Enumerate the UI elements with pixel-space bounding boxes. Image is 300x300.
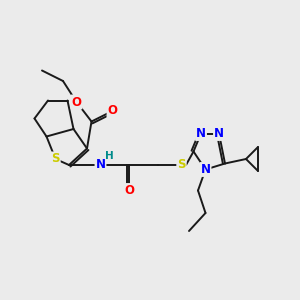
Text: N: N [214, 127, 224, 140]
Text: N: N [95, 158, 106, 172]
Text: S: S [177, 158, 186, 172]
Text: N: N [196, 127, 206, 140]
Text: O: O [124, 184, 134, 197]
Text: S: S [51, 152, 60, 166]
Text: H: H [104, 151, 113, 161]
Text: O: O [107, 104, 118, 118]
Text: O: O [71, 95, 82, 109]
Text: N: N [200, 163, 211, 176]
